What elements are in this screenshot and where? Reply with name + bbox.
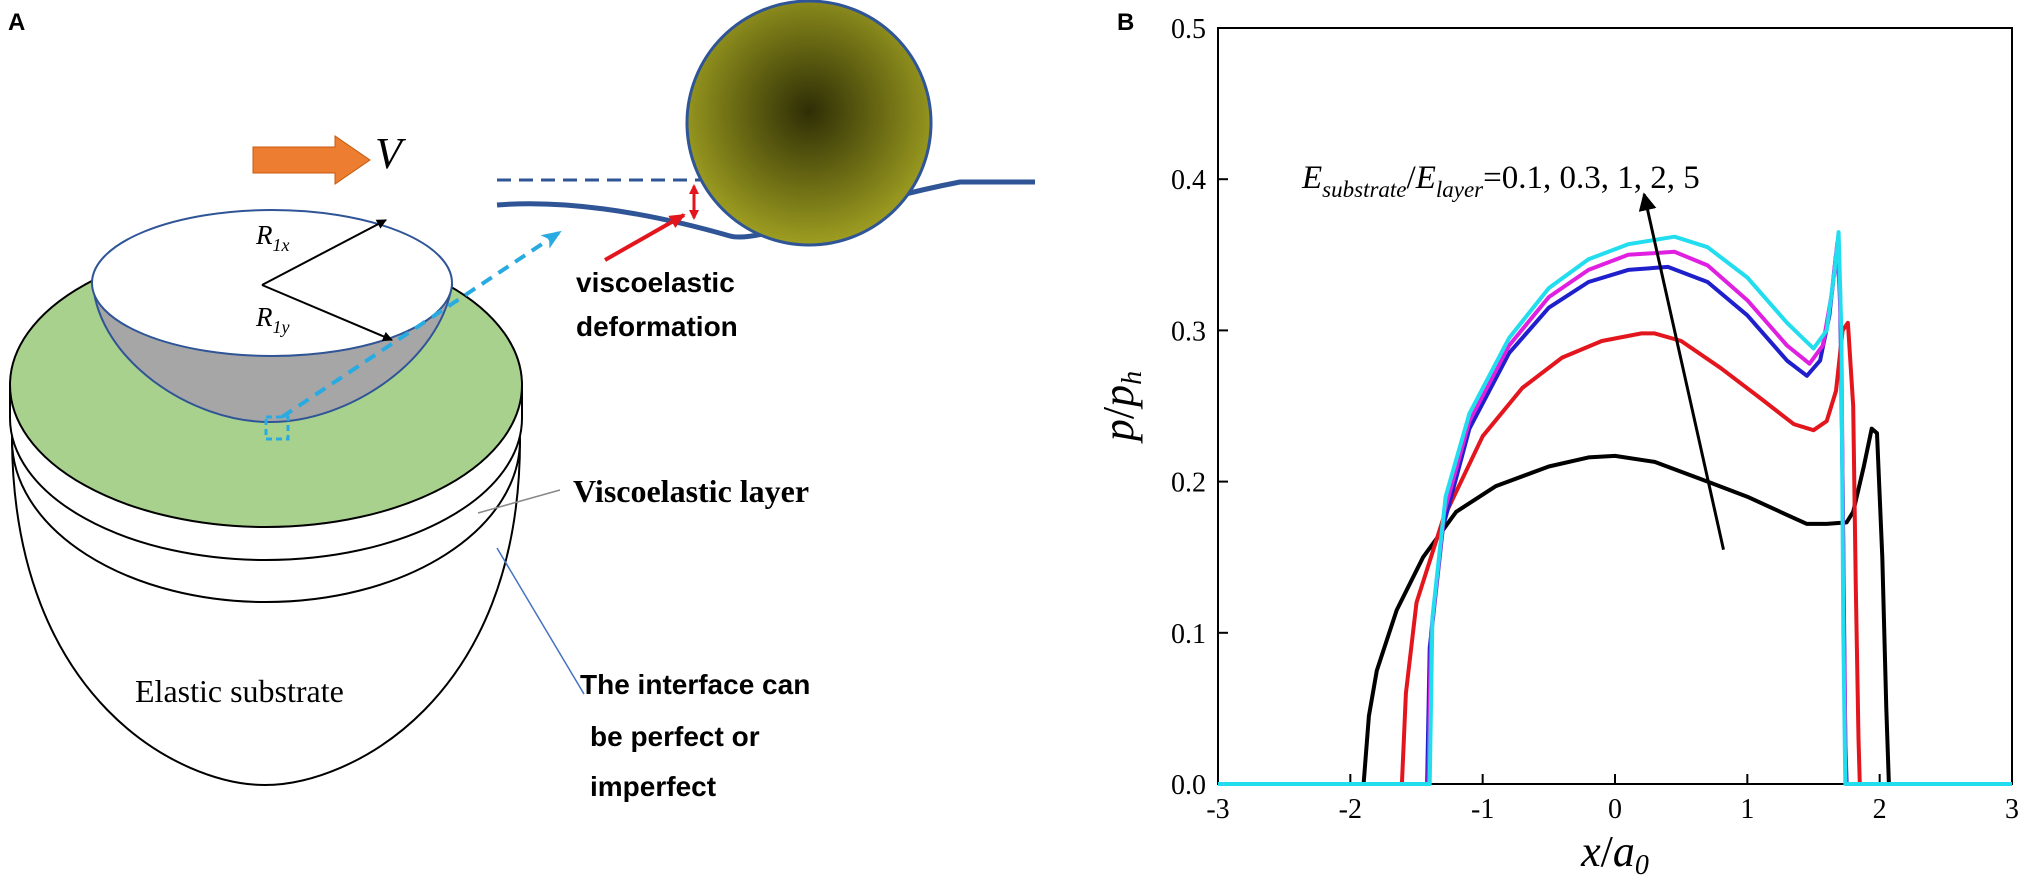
panel-a: A R1x R1y V viscoelastic deformation Vis… bbox=[8, 0, 1035, 802]
series-line-2 bbox=[1218, 320, 2012, 786]
interface-leader bbox=[496, 547, 585, 695]
y-axis-label: p/ph bbox=[1094, 371, 1148, 444]
zoom-arrow bbox=[280, 230, 562, 419]
radius-y-arrow bbox=[261, 284, 393, 342]
panel-b-label: B bbox=[1117, 9, 1134, 36]
radius-x-label: R1x bbox=[255, 220, 290, 255]
interface-label-1: The interface can bbox=[580, 669, 810, 700]
y-tick-label: 0.0 bbox=[1171, 770, 1206, 801]
interface-label-2: be perfect or bbox=[590, 721, 760, 752]
x-tick-label: -2 bbox=[1339, 794, 1362, 825]
viscoelastic-deformation-label-2: deformation bbox=[576, 311, 738, 342]
annotation-ratio: Esubstrate/Elayer=0.1, 0.3, 1, 2, 5 bbox=[1301, 160, 1700, 202]
interface-label-3: imperfect bbox=[590, 771, 716, 802]
y-tick-label: 0.4 bbox=[1171, 165, 1206, 196]
y-axis-ticks: 0.0 0.1 0.2 0.3 0.4 0.5 bbox=[1171, 14, 1228, 801]
y-tick-label: 0.1 bbox=[1171, 619, 1206, 650]
zoom-box bbox=[264, 415, 290, 441]
y-tick-label: 0.2 bbox=[1171, 468, 1206, 499]
series-line-5 bbox=[1218, 230, 2012, 786]
viscoelastic-deformation-label-1: viscoelastic bbox=[576, 267, 735, 298]
data-series bbox=[1218, 230, 2012, 786]
indenter-top bbox=[91, 209, 453, 357]
panel-a-label: A bbox=[8, 9, 25, 36]
radius-y-label: R1y bbox=[255, 302, 290, 337]
x-tick-label: 3 bbox=[2005, 794, 2019, 825]
series-line-1 bbox=[1218, 426, 2012, 786]
x-tick-label: -3 bbox=[1206, 794, 1229, 825]
velocity-arrow bbox=[252, 135, 371, 185]
elastic-substrate-label: Elastic substrate bbox=[135, 673, 344, 709]
x-tick-label: -1 bbox=[1471, 794, 1494, 825]
series-line-3 bbox=[1218, 252, 2012, 786]
radius-x-arrow bbox=[261, 219, 387, 286]
x-tick-label: 2 bbox=[1873, 794, 1887, 825]
series-line-4 bbox=[1218, 240, 2012, 786]
x-axis-label: x/a0 bbox=[1580, 827, 1649, 881]
viscoelastic-layer-label: Viscoelastic layer bbox=[573, 473, 809, 509]
velocity-label: V bbox=[375, 129, 407, 178]
y-tick-label: 0.3 bbox=[1171, 316, 1206, 347]
viscoelastic-layer-leader bbox=[477, 489, 561, 514]
x-tick-label: 0 bbox=[1608, 794, 1622, 825]
rolling-ball bbox=[685, 0, 933, 247]
trend-arrow bbox=[1638, 192, 1725, 550]
x-tick-label: 1 bbox=[1740, 794, 1754, 825]
y-tick-label: 0.5 bbox=[1171, 14, 1206, 45]
plot-frame bbox=[1217, 27, 2013, 785]
x-axis-ticks: -3 -2 -1 0 1 2 3 bbox=[1206, 774, 2019, 825]
deformation-pointer-arrow bbox=[604, 213, 686, 262]
panel-b: B -3 -2 -1 0 1 2 3 0.0 0.1 0.2 0.3 0.4 0.5 Esubstra… bbox=[1094, 9, 2019, 881]
